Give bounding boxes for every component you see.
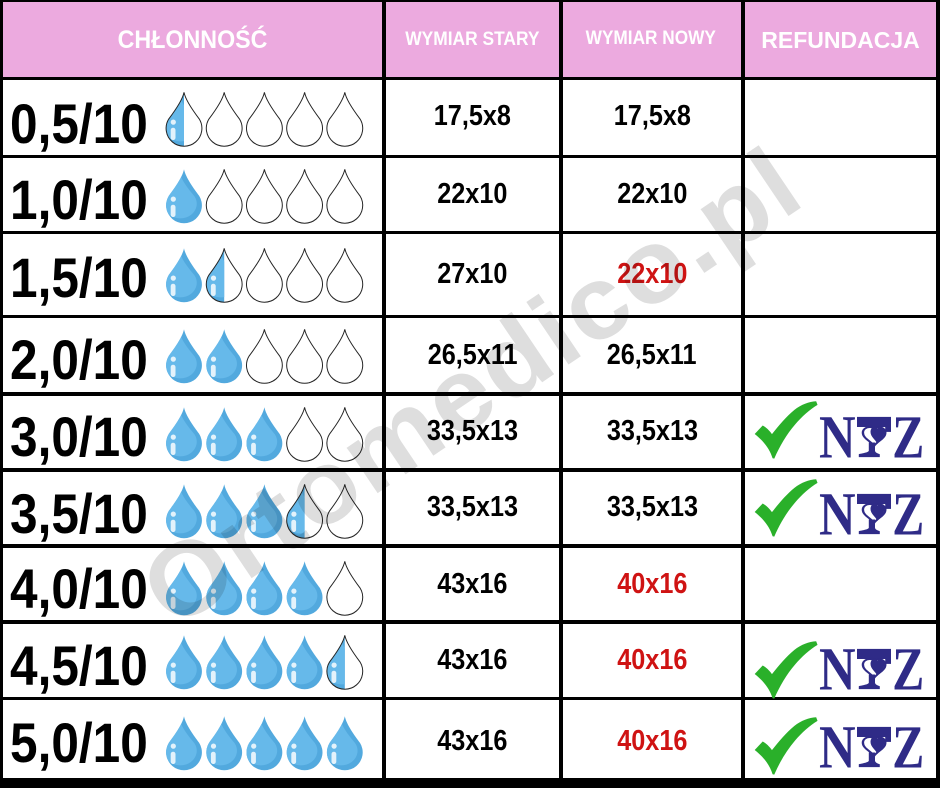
- svg-text:N: N: [819, 648, 856, 703]
- svg-text:N: N: [819, 416, 856, 471]
- svg-text:Z: Z: [892, 416, 924, 471]
- svg-text:N: N: [819, 726, 856, 781]
- svg-text:Z: Z: [892, 648, 924, 703]
- svg-text:Z: Z: [892, 493, 924, 548]
- svg-text:N: N: [819, 493, 856, 548]
- svg-text:Z: Z: [892, 726, 924, 781]
